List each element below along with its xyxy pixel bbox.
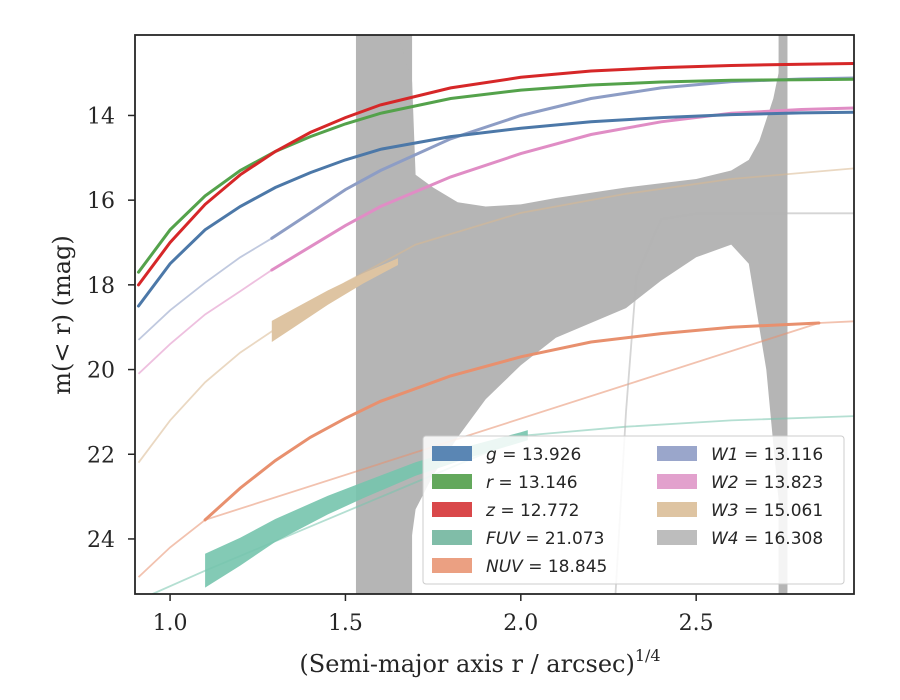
legend-label-W1: W1 = 13.116 [711,445,823,465]
plot-frame [134,34,855,595]
series-line-r [137,77,854,274]
legend-label-NUV: NUV = 18.845 [486,557,607,577]
legend-band-name: z [485,501,496,521]
x-tick-label: 1.0 [153,611,188,636]
legend-band-total: = 13.926 [497,445,582,465]
legend-swatch-FUV [432,530,472,545]
legend-swatch-g [432,446,472,461]
y-tick-label: 14 [87,104,115,129]
y-tick-label: 16 [87,189,115,214]
legend-swatch-W1 [657,446,697,461]
legend-band-name: g [486,445,497,465]
legend-swatch-NUV [432,558,472,573]
legend-band-name: FUV [486,529,521,549]
x-tick-label: 2.5 [679,611,714,636]
legend-swatch-r [432,474,472,489]
legend-band-total: = 12.772 [495,501,580,521]
faint-curve-W2 [137,269,273,375]
series-line-NUV [203,321,821,522]
series-band-W3 [271,258,398,342]
legend-frame [422,435,845,585]
legend-band-total: = 18.845 [523,557,608,577]
faint-curve-FUV [152,415,854,594]
legend-band-total: = 13.146 [493,473,578,493]
legend-band-total: = 21.073 [520,529,605,549]
legend-band-total: = 15.061 [739,501,824,521]
legend-label-W2: W2 = 13.823 [711,473,823,493]
legend-swatch-W3 [657,502,697,517]
y-tick-label: 22 [87,443,115,468]
legend-label-W3: W3 = 15.061 [711,501,823,521]
x-axis: 1.0 1.5 2.0 2.5 [153,594,714,636]
legend-band-name: W1 [711,445,739,465]
legend-band-name: W4 [711,529,739,549]
y-tick-label: 18 [87,274,115,299]
w4-band [356,35,788,594]
legend-swatch-W2 [657,474,697,489]
x-axis-label-text: (Semi-major axis r / arcsec) [299,650,634,678]
x-axis-label-superscript: 1/4 [635,646,661,665]
legend-swatch-z [432,502,472,517]
legend-label-r: r = 13.146 [486,473,578,493]
x-tick-label: 1.5 [328,611,363,636]
data-layer [137,35,854,594]
y-tick-label: 24 [87,528,115,553]
series-line-g [137,110,854,308]
faint-curve-W4 [614,212,854,594]
x-tick-label: 2.0 [503,611,538,636]
legend-band-total: = 13.823 [739,473,824,493]
y-axis: 14 16 18 20 22 24 [87,104,135,553]
legend-band-name: W2 [711,473,739,493]
legend-label-FUV: FUV = 21.073 [486,529,604,549]
faint-curve-W1 [137,237,273,341]
legend-band-name: W3 [711,501,739,521]
legend-band-total: = 13.116 [739,445,824,465]
series-line-W2 [270,106,854,272]
legend-label-g: g = 13.926 [486,445,581,465]
legend-label-W4: W4 = 16.308 [711,529,823,549]
legend-band-name: r [486,473,494,493]
y-tick-label: 20 [87,359,115,384]
x-axis-label: (Semi-major axis r / arcsec)1/4 [299,646,660,678]
y-axis-label: m(< r) (mag) [48,235,76,394]
legend-band-total: = 16.308 [739,529,824,549]
legend-label-z: z = 12.772 [485,501,579,521]
series-line-z [137,62,854,287]
legend-swatch-W4 [657,530,697,545]
legend-band-name: NUV [486,557,524,577]
